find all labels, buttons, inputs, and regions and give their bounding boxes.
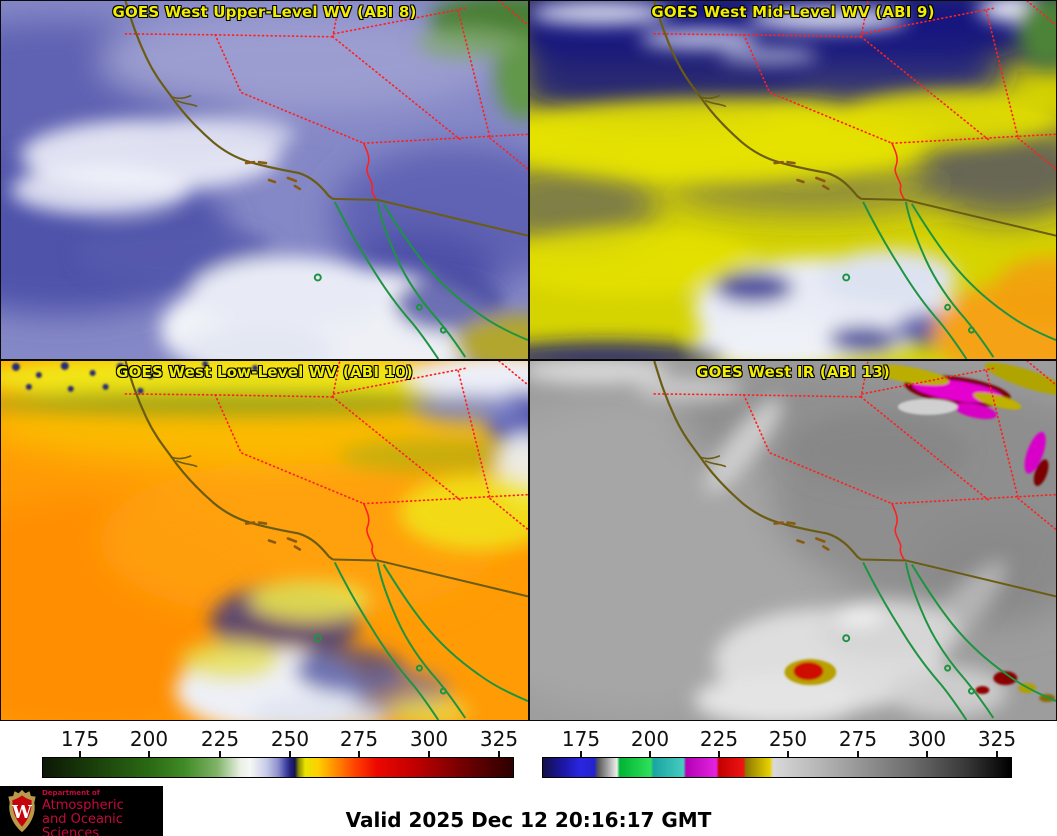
wv-colorbar-label: 250 — [270, 727, 310, 751]
tick-mark — [148, 751, 150, 757]
wv-colorbar-label: 325 — [479, 727, 519, 751]
panel-low-level-wv: GOES West Low-Level WV (ABI 10) — [0, 360, 529, 721]
ir-colorbar-label: 275 — [838, 727, 878, 751]
uw-crest-icon: W — [8, 789, 36, 833]
panel-mid-level-wv: GOES West Mid-Level WV (ABI 9) — [529, 0, 1057, 360]
wv-colorbar-label: 200 — [129, 727, 169, 751]
wv-colorbar-label: 175 — [60, 727, 100, 751]
mid-level-wv-image — [530, 1, 1056, 359]
panel-ir: GOES West IR (ABI 13) — [529, 360, 1057, 721]
upper-level-wv-image — [1, 1, 528, 359]
uw-aos-logo: W Department of Atmospheric and Oceanic … — [0, 786, 163, 836]
logo-line-atmospheric: Atmospheric — [42, 798, 124, 814]
tick-mark — [649, 751, 651, 757]
svg-text:W: W — [11, 802, 33, 823]
ir-colorbar-label: 175 — [561, 727, 601, 751]
wv-colorbar-label: 275 — [339, 727, 379, 751]
ir-colorbar-label: 325 — [977, 727, 1017, 751]
tick-mark — [498, 751, 500, 757]
tick-mark — [926, 751, 928, 757]
panel-upper-level-wv: GOES West Upper-Level WV (ABI 8) — [0, 0, 529, 360]
ir-temperature-colorbar — [542, 757, 1012, 778]
tick-mark — [219, 751, 221, 757]
ir-colorbar-label: 300 — [907, 727, 947, 751]
tick-mark — [718, 751, 720, 757]
tick-mark — [289, 751, 291, 757]
low-level-wv-image — [1, 361, 528, 720]
ir-colorbar-label: 225 — [699, 727, 739, 751]
tick-mark — [428, 751, 430, 757]
tick-mark — [996, 751, 998, 757]
ir-colorbar-label: 200 — [630, 727, 670, 751]
ir-colorbar-label: 250 — [768, 727, 808, 751]
tick-mark — [79, 751, 81, 757]
logo-text: Department of Atmospheric and Oceanic Sc… — [42, 789, 163, 836]
tick-mark — [580, 751, 582, 757]
tick-mark — [857, 751, 859, 757]
ir-image — [530, 361, 1056, 720]
satellite-panel-grid: GOES West Upper-Level WV (ABI 8) — [0, 0, 1057, 721]
tick-mark — [787, 751, 789, 757]
tick-mark — [358, 751, 360, 757]
wv-temperature-colorbar — [42, 757, 514, 778]
valid-timestamp: Valid 2025 Dec 12 20:16:17 GMT — [345, 808, 712, 832]
logo-line-department: Department of — [42, 789, 100, 797]
wv-colorbar-label: 300 — [409, 727, 449, 751]
wv-colorbar-label: 225 — [200, 727, 240, 751]
logo-line-oceanic: and Oceanic Sciences — [42, 811, 123, 836]
